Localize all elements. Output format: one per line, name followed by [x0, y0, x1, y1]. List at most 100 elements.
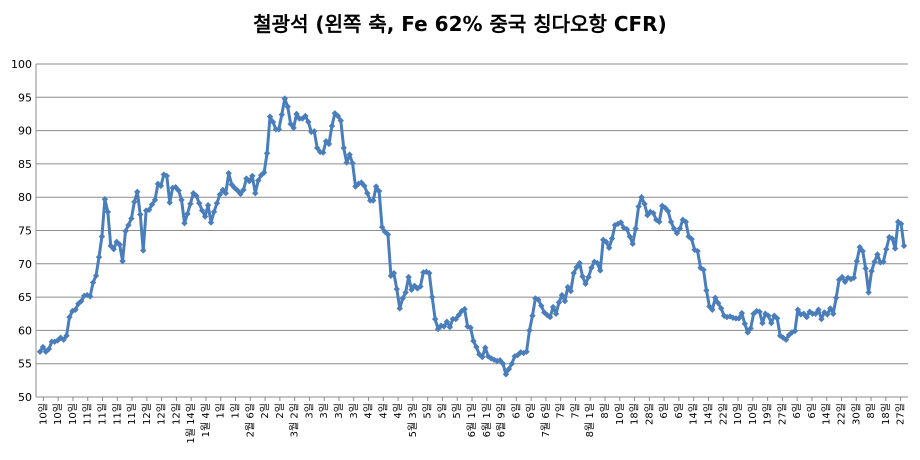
- data-point: [287, 120, 294, 128]
- x-tick-label: 6월 1일: [481, 403, 493, 437]
- chart-title: 철광석 (왼쪽 축, Fe 62% 중국 칭다오항 CFR): [253, 12, 667, 36]
- x-tick-label: 3일: [318, 403, 330, 419]
- data-point: [827, 305, 834, 312]
- data-point: [375, 188, 383, 195]
- data-point: [334, 112, 342, 120]
- data-point: [673, 229, 681, 237]
- x-tick-label: 5월 3일: [407, 403, 419, 437]
- data-point: [187, 200, 194, 208]
- x-tick-label: 3일: [348, 403, 360, 419]
- y-tick-label: 70: [18, 258, 32, 271]
- data-point: [697, 264, 704, 271]
- x-tick-label: 6일: [806, 403, 818, 419]
- data-point: [83, 291, 91, 299]
- data-point: [134, 188, 141, 196]
- x-tick-label: 7일: [555, 403, 567, 419]
- x-tick-label: 2일: [259, 403, 271, 419]
- data-point: [897, 220, 905, 228]
- x-tick-label: 6월 1일: [466, 403, 478, 437]
- data-point: [145, 206, 153, 214]
- data-point: [393, 285, 401, 293]
- data-point: [830, 310, 837, 317]
- x-tick-label: 10일: [52, 403, 64, 425]
- axes: [35, 64, 908, 401]
- x-tick-label: 11일: [126, 403, 138, 425]
- data-point: [473, 343, 480, 351]
- data-point: [302, 112, 309, 120]
- y-tick-label: 100: [11, 58, 32, 71]
- data-point: [160, 171, 168, 178]
- y-tick-label: 50: [18, 391, 32, 404]
- data-point: [455, 311, 462, 319]
- data-point: [396, 305, 403, 312]
- data-point: [729, 314, 737, 321]
- data-point: [576, 259, 583, 267]
- data-point: [440, 323, 448, 330]
- data-point: [661, 204, 669, 212]
- data-point: [131, 198, 138, 206]
- data-point: [735, 315, 743, 322]
- data-point: [588, 264, 595, 271]
- data-point: [706, 303, 713, 310]
- x-tick-label: 28일: [643, 403, 655, 425]
- x-tick-label: 10일: [67, 403, 79, 425]
- data-point: [361, 182, 368, 190]
- data-point: [670, 225, 678, 232]
- data-point: [178, 196, 185, 204]
- x-tick-label: 11일: [82, 403, 94, 425]
- data-point: [502, 371, 510, 378]
- data-point: [125, 221, 132, 229]
- x-tick-label: 10일: [614, 403, 626, 425]
- x-tick-label: 30일: [850, 403, 862, 425]
- data-point: [838, 273, 846, 281]
- data-point: [709, 306, 716, 313]
- data-point: [538, 302, 545, 309]
- data-point: [617, 219, 625, 226]
- data-point: [408, 286, 415, 293]
- data-point: [546, 313, 554, 321]
- data-point: [788, 329, 796, 336]
- data-point: [198, 207, 206, 214]
- data-point: [747, 325, 754, 332]
- x-tick-label: 14일: [821, 403, 833, 425]
- data-point: [682, 218, 689, 226]
- data-point: [45, 345, 53, 353]
- x-tick-label: 6일: [673, 403, 685, 419]
- data-point: [862, 265, 869, 272]
- x-tick-label: 3일: [303, 403, 315, 419]
- data-point: [552, 310, 560, 317]
- data-point: [305, 118, 312, 126]
- data-point: [815, 306, 822, 313]
- data-point: [853, 257, 861, 265]
- data-point: [119, 257, 126, 265]
- x-tick-label: 6월 9일: [496, 403, 508, 437]
- data-point: [63, 332, 70, 339]
- data-point: [526, 327, 533, 334]
- data-point: [835, 276, 843, 283]
- data-point: [782, 336, 790, 343]
- data-point: [255, 177, 262, 184]
- data-point: [644, 211, 651, 219]
- data-point: [656, 218, 663, 226]
- x-tick-label: 2일: [274, 403, 286, 419]
- data-point: [479, 353, 486, 361]
- data-point: [638, 194, 645, 201]
- x-axis-tick-labels: 10일 10일 10일 11일 11일 11일 11일 12일 12일 12일 1월 14일 1월 4…: [37, 403, 906, 444]
- data-point: [95, 253, 103, 261]
- data-point: [249, 172, 256, 180]
- data-point: [774, 315, 781, 322]
- x-tick-label: 5일: [422, 403, 434, 419]
- x-tick-label: 5일: [436, 403, 448, 419]
- data-point: [281, 95, 288, 102]
- data-point: [343, 159, 350, 166]
- x-tick-label: 7월 6일: [540, 403, 552, 437]
- data-point: [750, 310, 757, 317]
- data-point: [623, 225, 631, 233]
- data-point: [824, 311, 831, 318]
- data-point: [868, 267, 875, 275]
- x-tick-label: 6일: [510, 403, 522, 419]
- data-point: [140, 247, 147, 254]
- data-point: [880, 258, 887, 266]
- y-tick-label: 80: [18, 191, 32, 204]
- data-point: [372, 183, 380, 190]
